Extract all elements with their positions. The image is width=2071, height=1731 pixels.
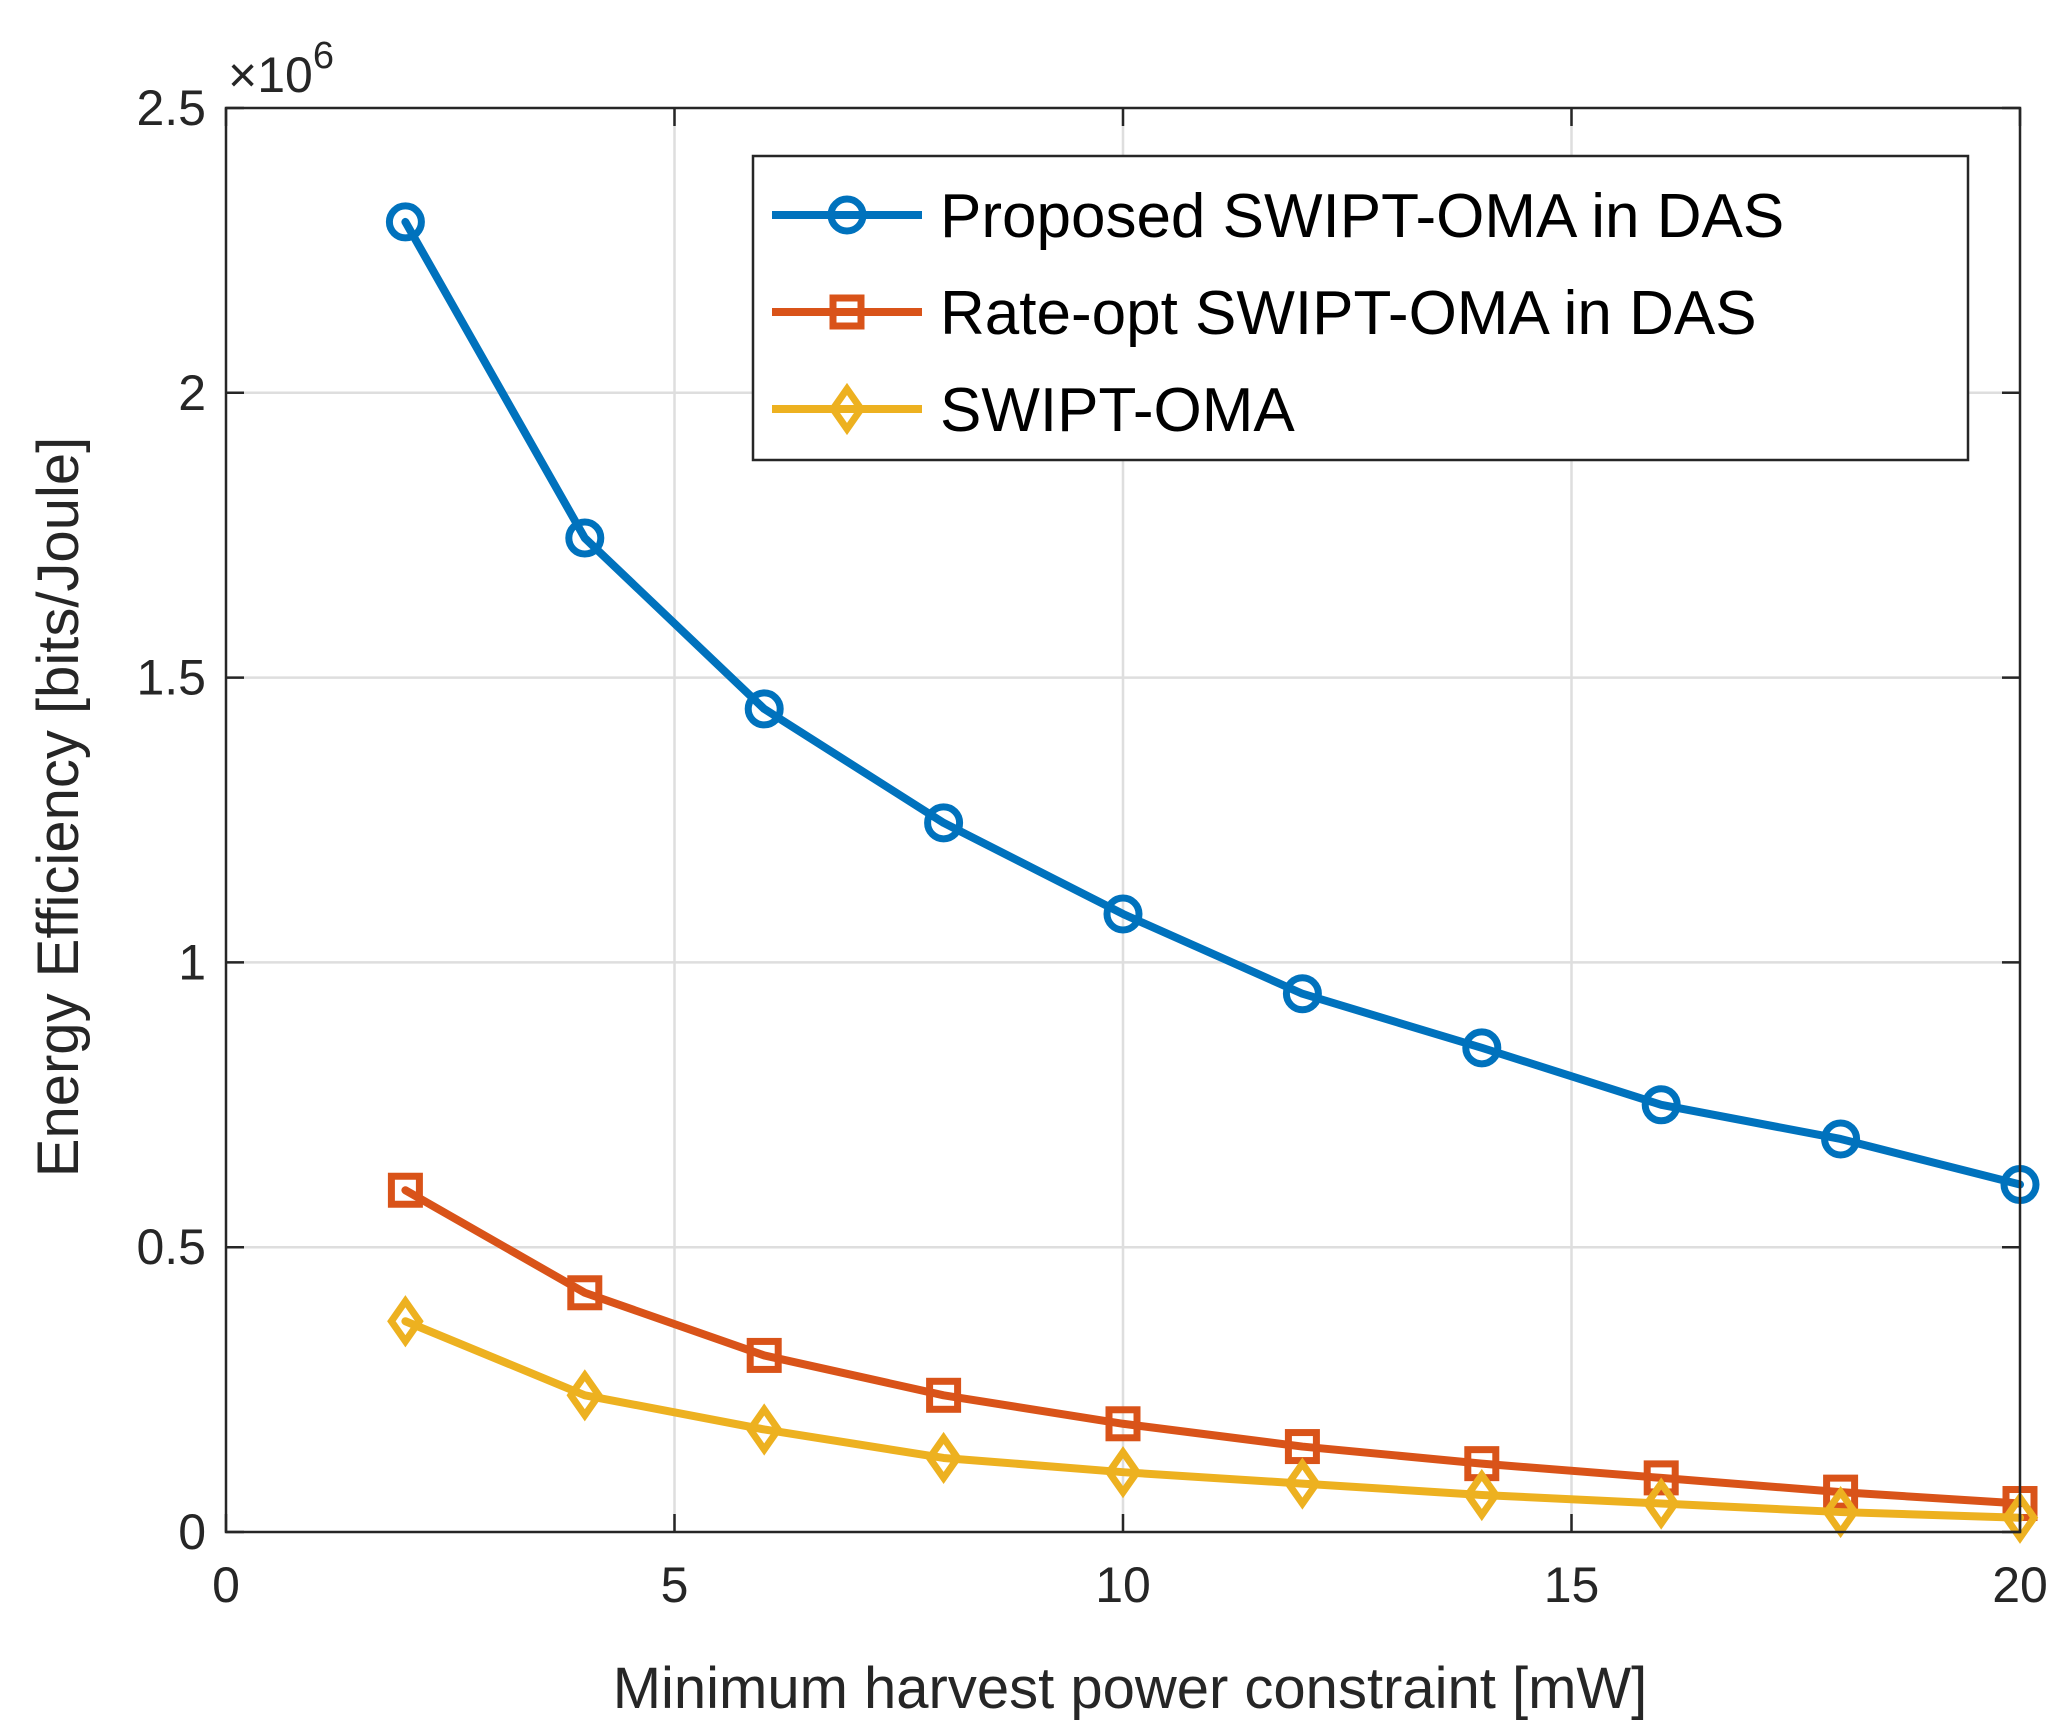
data-point <box>1642 1477 1680 1530</box>
data-point <box>385 202 425 242</box>
y-tick-label: 1.5 <box>136 650 206 706</box>
data-point <box>744 689 784 729</box>
data-point <box>1463 1468 1501 1522</box>
data-point <box>926 1377 962 1413</box>
legend-entry-1: Proposed SWIPT-OMA in DAS <box>772 182 1784 251</box>
series-2 <box>387 1172 2038 1522</box>
data-point <box>746 1337 782 1373</box>
y-multiplier-exponent: 6 <box>313 35 334 77</box>
tick-labels: 0 5 10 15 20 0 0.5 1 1.5 2 2.5 <box>136 80 2047 1613</box>
y-multiplier-base: ×10 <box>228 47 313 103</box>
y-axis-label: Energy Efficiency [bits/Joule] <box>26 437 91 1177</box>
legend-box <box>751 154 1970 462</box>
y-tick-label: 2 <box>178 365 206 421</box>
x-tick-label: 5 <box>661 1557 689 1613</box>
data-point <box>1462 1028 1502 1068</box>
data-point <box>1103 894 1143 934</box>
data-point <box>1643 1460 1679 1496</box>
data-point <box>745 1403 783 1456</box>
data-point <box>1821 1119 1861 1159</box>
series-layer <box>385 202 2040 1544</box>
legend-label: SWIPT-OMA <box>940 376 1295 445</box>
data-point <box>567 1275 603 1311</box>
y-tick-label: 0.5 <box>136 1219 206 1275</box>
data-point <box>565 518 605 558</box>
legend-entry-3: SWIPT-OMA <box>772 376 1295 445</box>
data-point <box>2001 1491 2039 1544</box>
x-axis-label: Minimum harvest power constraint [mW] <box>613 1656 1648 1721</box>
y-tick-label: 1 <box>178 934 206 990</box>
legend-label: Proposed SWIPT-OMA in DAS <box>940 182 1784 251</box>
data-point <box>387 1295 424 1348</box>
legend-entry-2: Rate-opt SWIPT-OMA in DAS <box>772 279 1757 348</box>
data-point <box>924 803 964 843</box>
data-point <box>1284 1457 1321 1510</box>
legend-marker <box>828 382 866 436</box>
data-point <box>925 1431 962 1485</box>
series-line <box>401 1317 2024 1522</box>
data-point <box>1105 1406 1141 1442</box>
x-tick-label: 10 <box>1095 1557 1151 1613</box>
data-point <box>1641 1085 1681 1125</box>
data-point <box>1282 974 1322 1014</box>
axes-frame <box>224 106 2022 1534</box>
series-line <box>401 217 2024 1189</box>
series-line <box>401 1186 2024 1508</box>
legend-marker <box>829 294 865 330</box>
y-tick-label: 2.5 <box>136 80 206 136</box>
series-1 <box>385 202 2040 1205</box>
data-point <box>1104 1446 1142 1499</box>
legend-label: Rate-opt SWIPT-OMA in DAS <box>940 279 1757 348</box>
y-tick-label: 0 <box>178 1504 206 1560</box>
data-point <box>566 1369 604 1422</box>
legend: Proposed SWIPT-OMA in DAS Rate-opt SWIPT-… <box>751 154 1970 462</box>
y-axis-multiplier: ×106 <box>228 35 334 103</box>
series-3 <box>387 1295 2039 1544</box>
legend-marker <box>827 195 867 235</box>
data-point <box>1823 1474 1859 1510</box>
data-point <box>387 1172 423 1208</box>
x-tick-label: 15 <box>1544 1557 1600 1613</box>
x-tick-label: 0 <box>212 1557 240 1613</box>
x-tick-label: 20 <box>1992 1557 2048 1613</box>
